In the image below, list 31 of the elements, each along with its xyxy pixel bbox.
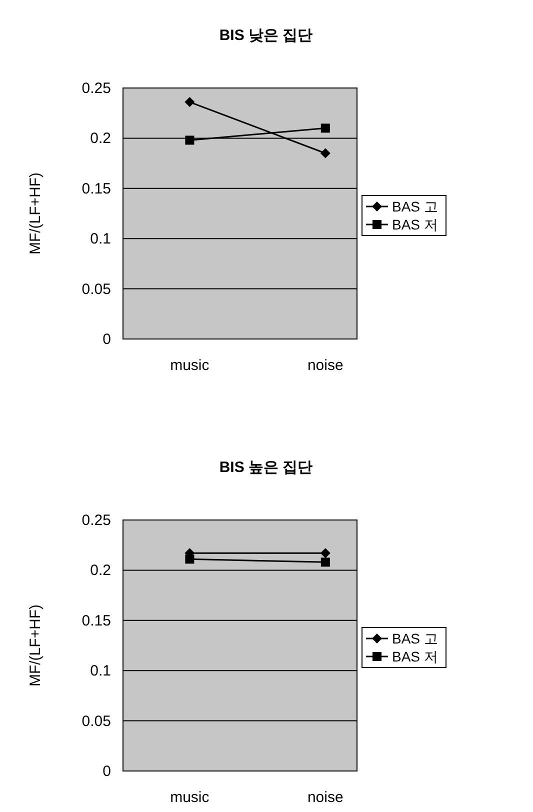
y-tick-label: 0.1 [90,662,111,680]
legend-label: BAS 고 [392,198,438,214]
x-tick-label: music [170,789,210,806]
y-tick-label: 0.05 [82,280,111,298]
y-tick-label: 0.2 [90,130,111,148]
chart-title: BIS 낮은 집단 [219,27,313,44]
x-tick-label: music [170,357,210,374]
point [320,548,330,558]
y-tick-label: 0.15 [82,180,111,198]
y-tick-label: 0 [102,763,111,780]
chart-title: BIS 높은 집단 [219,459,313,476]
x-tick-label: noise [307,789,344,806]
y-tick-label: 0.15 [82,612,111,630]
legend-label: BAS 저 [392,216,438,232]
legend-label: BAS 고 [392,630,438,646]
point [320,124,330,133]
y-tick-label: 0.25 [82,512,111,529]
y-tick-label: 0.2 [90,562,111,580]
y-tick-label: 0 [102,331,111,348]
point [320,148,330,158]
y-tick-label: 0.05 [82,712,111,730]
y-tick-label: 0.1 [90,230,111,248]
point [185,136,194,145]
y-tick-label: 0.25 [82,80,111,97]
y-axis-title: MF/(LF+HF) [27,172,44,255]
y-axis-title: MF/(LF+HF) [27,604,44,687]
point [185,554,194,564]
point [184,97,195,108]
x-tick-label: noise [307,357,344,374]
legend-label: BAS 저 [392,648,438,664]
point [320,558,330,567]
